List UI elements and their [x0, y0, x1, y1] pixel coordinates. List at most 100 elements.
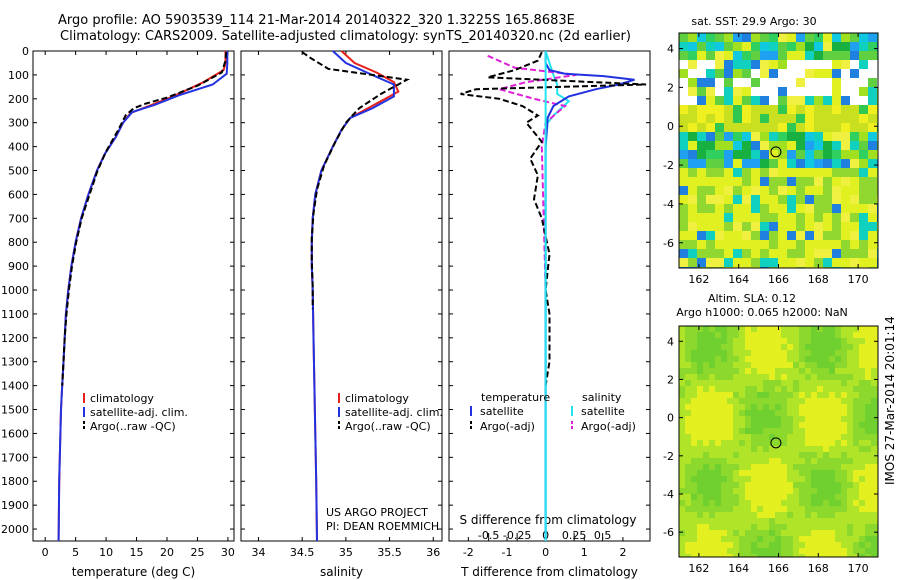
heatmap-cell: [799, 410, 805, 416]
heatmap-cell: [751, 512, 757, 518]
heatmap-cell: [781, 434, 787, 440]
heatmap-cell: [742, 132, 751, 141]
heatmap-cell: [859, 410, 865, 416]
heatmap-cell: [733, 482, 739, 488]
heatmap-cell: [685, 416, 691, 422]
heatmap-cell: [793, 536, 799, 542]
heatmap-cell: [703, 530, 709, 536]
heatmap-cell: [697, 542, 703, 548]
heatmap-cell: [721, 488, 727, 494]
heatmap-cell: [859, 416, 865, 422]
heatmap-cell: [823, 338, 829, 344]
heatmap-cell: [697, 177, 706, 186]
heatmap-cell: [739, 488, 745, 494]
heatmap-cell: [805, 204, 814, 213]
heatmap-cell: [715, 132, 724, 141]
heatmap-cell: [679, 410, 685, 416]
heatmap-cell: [805, 410, 811, 416]
heatmap-cell: [697, 536, 703, 542]
heatmap-cell: [697, 368, 703, 374]
heatmap-cell: [721, 482, 727, 488]
heatmap-cell: [697, 213, 706, 222]
heatmap-cell: [841, 446, 847, 452]
heatmap-cell: [751, 542, 757, 548]
heatmap-cell: [715, 33, 724, 42]
heatmap-cell: [775, 356, 781, 362]
heatmap-cell: [697, 374, 703, 380]
heatmap-cell: [805, 362, 811, 368]
heatmap-cell: [688, 222, 697, 231]
heatmap-cell: [688, 186, 697, 195]
heatmap-cell: [763, 536, 769, 542]
heatmap-cell: [751, 422, 757, 428]
heatmap-cell: [787, 159, 796, 168]
heatmap-cell: [865, 398, 871, 404]
latitude-tick-label: -6: [663, 237, 674, 250]
heatmap-cell: [847, 374, 853, 380]
heatmap-cell: [835, 440, 841, 446]
heatmap-cell: [817, 506, 823, 512]
heatmap-cell: [751, 177, 760, 186]
heatmap-cell: [715, 476, 721, 482]
heatmap-cell: [805, 374, 811, 380]
heatmap-cell: [769, 398, 775, 404]
heatmap-cell: [871, 542, 877, 548]
heatmap-cell: [721, 470, 727, 476]
heatmap-cell: [769, 542, 775, 548]
heatmap-cell: [685, 362, 691, 368]
heatmap-cell: [751, 554, 757, 557]
heatmap-cell: [829, 530, 835, 536]
heatmap-cell: [787, 458, 793, 464]
heatmap-cell: [823, 512, 829, 518]
heatmap-cell: [769, 186, 778, 195]
heatmap-cell: [679, 368, 685, 374]
heatmap-cell: [796, 141, 805, 150]
heatmap-cell: [760, 96, 769, 105]
heatmap-cell: [868, 168, 877, 177]
heatmap-cell: [727, 554, 733, 557]
heatmap-cell: [685, 404, 691, 410]
heatmap-cell: [832, 150, 841, 159]
heatmap-cell: [871, 512, 877, 518]
heatmap-cell: [811, 398, 817, 404]
heatmap-cell: [871, 344, 877, 350]
heatmap-cell: [811, 548, 817, 554]
heatmap-cell: [691, 338, 697, 344]
heatmap-cell: [679, 123, 688, 132]
heatmap-cell: [859, 96, 868, 105]
heatmap-cell: [805, 344, 811, 350]
heatmap-cell: [787, 542, 793, 548]
heatmap-cell: [769, 344, 775, 350]
heatmap-cell: [679, 186, 688, 195]
heatmap-cell: [745, 374, 751, 380]
heatmap-cell: [691, 440, 697, 446]
heatmap-cell: [835, 368, 841, 374]
heatmap-cell: [745, 548, 751, 554]
heatmap-cell: [685, 524, 691, 530]
heatmap-cell: [847, 482, 853, 488]
heatmap-cell: [769, 500, 775, 506]
heatmap-cell: [868, 258, 877, 267]
heatmap-cell: [805, 554, 811, 557]
heatmap-cell: [859, 258, 868, 267]
heatmap-cell: [679, 141, 688, 150]
heatmap-cell: [769, 326, 775, 332]
heatmap-cell: [709, 362, 715, 368]
heatmap-cell: [715, 434, 721, 440]
heatmap-cell: [721, 416, 727, 422]
heatmap-cell: [688, 105, 697, 114]
heatmap-cell: [739, 416, 745, 422]
heatmap-cell: [721, 428, 727, 434]
heatmap-cell: [697, 476, 703, 482]
heatmap-cell: [757, 542, 763, 548]
heatmap-cell: [823, 380, 829, 386]
heatmap-cell: [715, 177, 724, 186]
heatmap-cell: [793, 518, 799, 524]
heatmap-cell: [835, 494, 841, 500]
heatmap-cell: [835, 416, 841, 422]
heatmap-cell: [703, 428, 709, 434]
heatmap-cell: [841, 42, 850, 51]
heatmap-cell: [715, 518, 721, 524]
heatmap-cell: [751, 350, 757, 356]
heatmap-cell: [742, 33, 751, 42]
